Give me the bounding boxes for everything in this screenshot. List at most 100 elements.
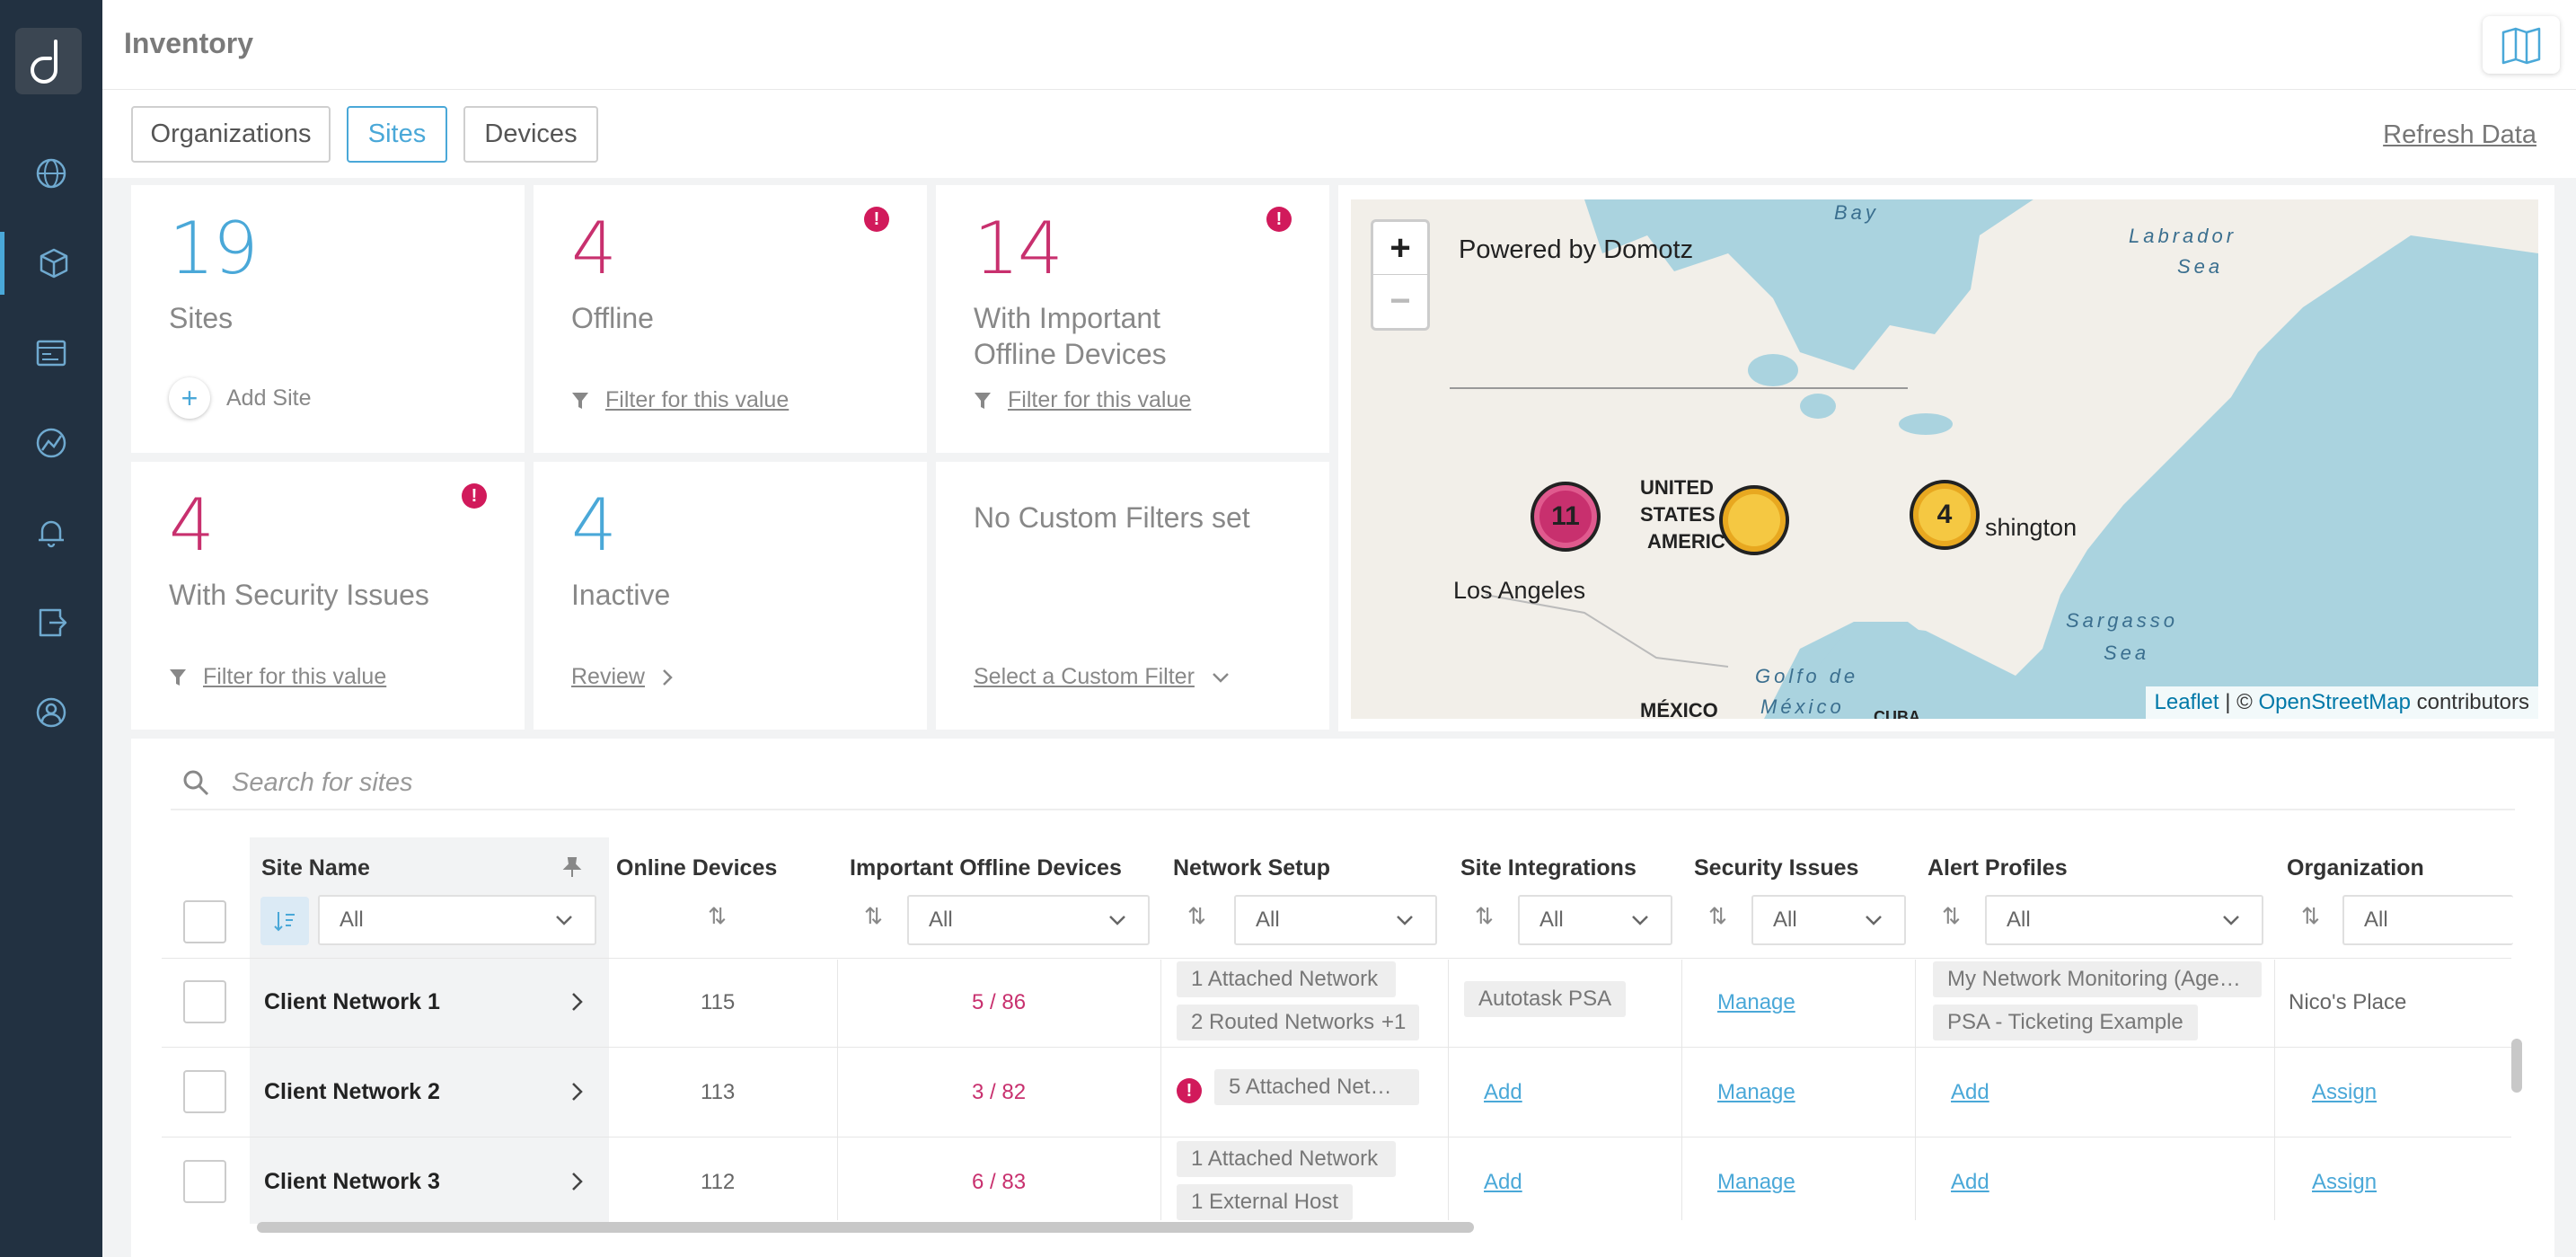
network-icon [36, 428, 66, 458]
domotz-logo[interactable] [15, 28, 82, 94]
security-manage-link[interactable]: Manage [1717, 1170, 1795, 1194]
vertical-scrollbar[interactable] [2511, 1039, 2522, 1093]
chevron-right-icon[interactable] [570, 991, 585, 1013]
network-tag[interactable]: 1 Attached Network [1177, 1141, 1396, 1177]
alert-add-link[interactable]: Add [1951, 1080, 1989, 1104]
important-offline-count: 14 [974, 207, 1063, 290]
review-link[interactable]: Review [571, 664, 674, 690]
network-tag[interactable]: 1 Attached Network [1177, 961, 1396, 997]
globe-icon [36, 158, 66, 189]
nav-globe[interactable] [0, 142, 102, 205]
filter-security-link[interactable]: Filter for this value [169, 664, 386, 690]
security-count: 4 [169, 483, 215, 567]
col-sep [837, 960, 838, 1220]
filter-important-offline-dropdown[interactable]: All [907, 895, 1150, 945]
alert-profile-tag[interactable]: PSA - Ticketing Example [1933, 1005, 2198, 1040]
important-offline-ratio[interactable]: 6 / 83 [972, 1170, 1027, 1194]
col-alert-profiles[interactable]: Alert Profiles [1928, 855, 2068, 881]
site-name[interactable]: Client Network 3 [264, 1169, 440, 1194]
nav-alerts[interactable] [0, 501, 102, 564]
online-devices: 115 [701, 990, 736, 1014]
integration-add-link[interactable]: Add [1484, 1170, 1522, 1194]
network-tag[interactable]: 5 Attached Net… [1214, 1069, 1419, 1105]
security-manage-link[interactable]: Manage [1717, 1080, 1795, 1104]
nav-inventory[interactable] [0, 232, 102, 295]
tab-devices[interactable]: Devices [463, 106, 598, 163]
filter-integrations-dropdown[interactable]: All [1518, 895, 1672, 945]
sort-important-offline-icon[interactable]: ⇅ [864, 904, 883, 929]
organization-assign-link[interactable]: Assign [2312, 1080, 2378, 1104]
network-tag[interactable]: 2 Routed Networks [1177, 1005, 1378, 1040]
network-tag-more[interactable]: +1 [1374, 1005, 1419, 1040]
leaflet-link[interactable]: Leaflet [2154, 690, 2219, 714]
col-security-issues[interactable]: Security Issues [1694, 855, 1859, 881]
osm-link[interactable]: OpenStreetMap [2258, 690, 2411, 714]
security-manage-link[interactable]: Manage [1717, 990, 1795, 1014]
organization-assign-link[interactable]: Assign [2312, 1170, 2378, 1194]
pin-icon[interactable] [560, 855, 584, 879]
security-label: With Security Issues [169, 579, 429, 611]
sites-map[interactable]: + − Powered by Domotz Bay Labrador Sea S… [1351, 199, 2538, 719]
refresh-data-link[interactable]: Refresh Data [2383, 120, 2536, 149]
nav-export[interactable] [0, 591, 102, 654]
horizontal-scrollbar[interactable] [257, 1222, 1474, 1233]
nav-account[interactable] [0, 681, 102, 744]
site-name[interactable]: Client Network 2 [264, 1079, 440, 1104]
chevron-right-icon[interactable] [570, 1171, 585, 1192]
chevron-right-icon[interactable] [570, 1081, 585, 1102]
select-custom-filter-dropdown[interactable]: Select a Custom Filter [974, 664, 1231, 690]
col-organization[interactable]: Organization [2287, 855, 2424, 881]
dashboard-icon [36, 340, 66, 367]
sites-table-card: Search for sites Site Name Online Device… [131, 739, 2554, 1257]
col-site-integrations[interactable]: Site Integrations [1460, 855, 1636, 881]
sort-integrations-icon[interactable]: ⇅ [1475, 904, 1494, 929]
network-tag[interactable]: 1 External Host [1177, 1184, 1354, 1220]
filter-important-offline-link[interactable]: Filter for this value [974, 387, 1191, 413]
tab-sites[interactable]: Sites [347, 106, 447, 163]
sort-active-button[interactable] [260, 897, 309, 945]
search-bar[interactable]: Search for sites [171, 757, 2515, 810]
filter-alert-profiles-dropdown[interactable]: All [1985, 895, 2263, 945]
col-sep [1448, 960, 1449, 1220]
col-site-name[interactable]: Site Name [261, 855, 370, 881]
map-cluster-pink[interactable]: 11 [1531, 482, 1601, 552]
row-checkbox[interactable] [183, 1160, 226, 1203]
filter-organization-dropdown[interactable]: All [2342, 895, 2513, 945]
nav-network[interactable] [0, 412, 102, 474]
col-sep [2274, 960, 2275, 1220]
sort-online-icon[interactable]: ⇅ [708, 904, 727, 929]
filter-security-dropdown[interactable]: All [1751, 895, 1906, 945]
select-all-checkbox[interactable] [183, 900, 226, 943]
filter-site-name-dropdown[interactable]: All [318, 895, 596, 945]
zoom-in-button[interactable]: + [1373, 222, 1427, 275]
search-input[interactable]: Search for sites [232, 767, 413, 797]
map-cluster-yellow[interactable] [1719, 485, 1789, 555]
filter-label: Filter for this value [1008, 387, 1192, 412]
important-offline-ratio[interactable]: 3 / 82 [972, 1080, 1027, 1104]
site-name[interactable]: Client Network 1 [264, 989, 440, 1014]
integration-tag[interactable]: Autotask PSA [1464, 981, 1627, 1017]
important-offline-ratio[interactable]: 5 / 86 [972, 990, 1027, 1014]
alert-add-link[interactable]: Add [1951, 1170, 1989, 1194]
sort-network-setup-icon[interactable]: ⇅ [1187, 904, 1206, 929]
integration-add-link[interactable]: Add [1484, 1080, 1522, 1104]
filter-offline-link[interactable]: Filter for this value [571, 387, 789, 413]
col-online-devices[interactable]: Online Devices [616, 855, 778, 881]
alert-profile-tag[interactable]: My Network Monitoring (Age… [1933, 961, 2262, 997]
chevron-right-icon [663, 668, 673, 686]
sort-organization-icon[interactable]: ⇅ [2301, 904, 2320, 929]
docs-button[interactable] [2483, 16, 2560, 74]
zoom-out-button[interactable]: − [1389, 281, 1411, 321]
row-checkbox[interactable] [183, 1070, 226, 1113]
add-site-button[interactable]: + Add Site [169, 377, 312, 419]
sort-security-icon[interactable]: ⇅ [1708, 904, 1727, 929]
tab-organizations[interactable]: Organizations [131, 106, 331, 163]
sort-alert-profiles-icon[interactable]: ⇅ [1942, 904, 1961, 929]
col-network-setup[interactable]: Network Setup [1173, 855, 1331, 881]
organization-name[interactable]: Nico's Place [2289, 990, 2407, 1014]
row-checkbox[interactable] [183, 980, 226, 1023]
nav-dashboard[interactable] [0, 322, 102, 385]
col-important-offline[interactable]: Important Offline Devices [850, 855, 1122, 881]
filter-network-setup-dropdown[interactable]: All [1234, 895, 1437, 945]
map-cluster-yellow-4[interactable]: 4 [1910, 480, 1980, 550]
